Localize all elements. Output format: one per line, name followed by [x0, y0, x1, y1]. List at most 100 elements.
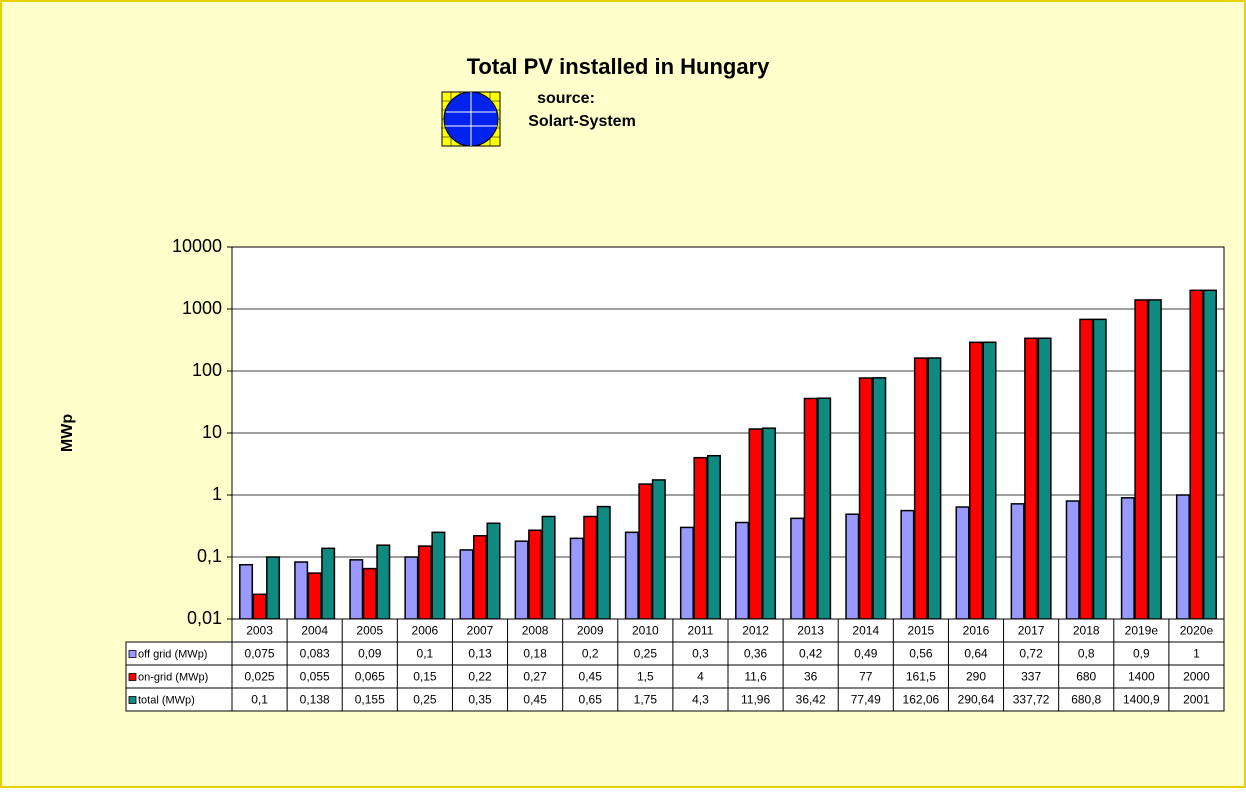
x-tick-label: 2019e: [1125, 624, 1159, 638]
y-tick-label: 100: [192, 360, 222, 380]
x-tick-label: 2009: [577, 624, 604, 638]
data-label: 0,075: [245, 647, 275, 661]
data-label: 36,42: [796, 693, 826, 707]
legend-swatch: [128, 696, 137, 704]
x-tick-label: 2015: [908, 624, 935, 638]
x-tick-label: 2016: [963, 624, 990, 638]
y-tick-label: 0,01: [187, 608, 222, 628]
data-label: 680: [1076, 670, 1096, 684]
data-label: 0,45: [579, 670, 603, 684]
bar: [1189, 289, 1204, 620]
data-label: 0,45: [523, 693, 547, 707]
bar: [845, 513, 860, 620]
data-label: 0,9: [1133, 647, 1150, 661]
data-label: 680,8: [1071, 693, 1101, 707]
data-label: 0,36: [744, 647, 768, 661]
data-label: 0,25: [634, 647, 658, 661]
data-label: 0,35: [468, 693, 492, 707]
subtitle: source:: [537, 90, 595, 107]
bar: [638, 483, 653, 620]
data-label: 0,27: [523, 670, 547, 684]
data-label: 0,1: [417, 647, 434, 661]
data-label: 0,15: [413, 670, 437, 684]
data-label: 2000: [1183, 670, 1210, 684]
data-label: 0,72: [1019, 647, 1043, 661]
x-tick-label: 2007: [467, 624, 494, 638]
x-tick-label: 2006: [412, 624, 439, 638]
data-label: 0,2: [582, 647, 599, 661]
data-label: 1400,9: [1123, 693, 1160, 707]
data-label: 0,13: [468, 647, 492, 661]
bar: [321, 547, 336, 620]
bar: [541, 515, 556, 620]
bar: [1092, 318, 1107, 620]
x-tick-label: 2008: [522, 624, 549, 638]
data-label: 290: [966, 670, 986, 684]
data-label: 36: [804, 670, 818, 684]
bar: [872, 377, 887, 620]
data-label: 0,56: [909, 647, 933, 661]
bar: [679, 526, 694, 620]
bar: [473, 535, 487, 620]
x-tick-label: 2011: [688, 624, 714, 638]
bar: [1134, 299, 1149, 620]
data-label: 0,8: [1078, 647, 1095, 661]
data-label: 0,025: [245, 670, 275, 684]
data-label: 77: [859, 670, 873, 684]
bar: [486, 522, 501, 620]
x-tick-label: 2003: [246, 624, 273, 638]
bar: [803, 397, 818, 620]
bar: [239, 563, 254, 620]
legend-swatch: [128, 673, 137, 681]
bar: [982, 341, 997, 620]
bar: [266, 556, 281, 620]
bar: [376, 544, 391, 620]
legend-label: total (MWp): [138, 694, 195, 706]
bar: [1079, 318, 1094, 620]
legend-label: off grid (MWp): [138, 648, 207, 660]
y-tick-label: 10: [202, 422, 222, 442]
y-tick-label: 10000: [172, 236, 222, 256]
table-frame: [125, 641, 1225, 712]
bar: [404, 556, 419, 620]
data-label: 0,18: [523, 647, 547, 661]
bar: [1175, 494, 1190, 620]
data-label: 290,64: [958, 693, 995, 707]
bar: [569, 537, 584, 620]
bar: [817, 397, 832, 620]
data-label: 0,155: [355, 693, 385, 707]
data-label: 0,42: [799, 647, 823, 661]
bar: [459, 549, 474, 620]
bar: [913, 357, 928, 620]
legend-swatch: [128, 650, 137, 658]
bar: [596, 505, 611, 620]
data-label: 0,49: [854, 647, 878, 661]
bar: [1147, 299, 1162, 620]
bar: [362, 567, 377, 620]
data-label: 2001: [1183, 693, 1210, 707]
y-tick-label: 1: [212, 484, 222, 504]
x-tick-label: 2020e: [1180, 624, 1214, 638]
bar: [858, 377, 873, 620]
bar: [307, 572, 322, 620]
data-label: 0,1: [251, 693, 268, 707]
x-tick-label: 2013: [797, 624, 824, 638]
x-tick-label: 2018: [1073, 624, 1100, 638]
data-label: 4: [697, 670, 704, 684]
data-label: 337,72: [1013, 693, 1050, 707]
legend-label: on-grid (MWp): [138, 671, 208, 683]
data-label: 77,49: [851, 693, 881, 707]
y-tick-label: 1000: [182, 298, 222, 318]
bar: [1202, 289, 1217, 620]
y-axis-label: MWp: [59, 414, 76, 452]
bar: [294, 561, 309, 620]
bar: [624, 531, 639, 620]
bar: [349, 559, 364, 620]
subtitle: Solart-System: [528, 113, 636, 130]
bar: [693, 456, 708, 620]
bar: [735, 521, 750, 620]
data-label: 161,5: [906, 670, 936, 684]
data-label: 0,065: [355, 670, 385, 684]
data-label: 0,25: [413, 693, 437, 707]
